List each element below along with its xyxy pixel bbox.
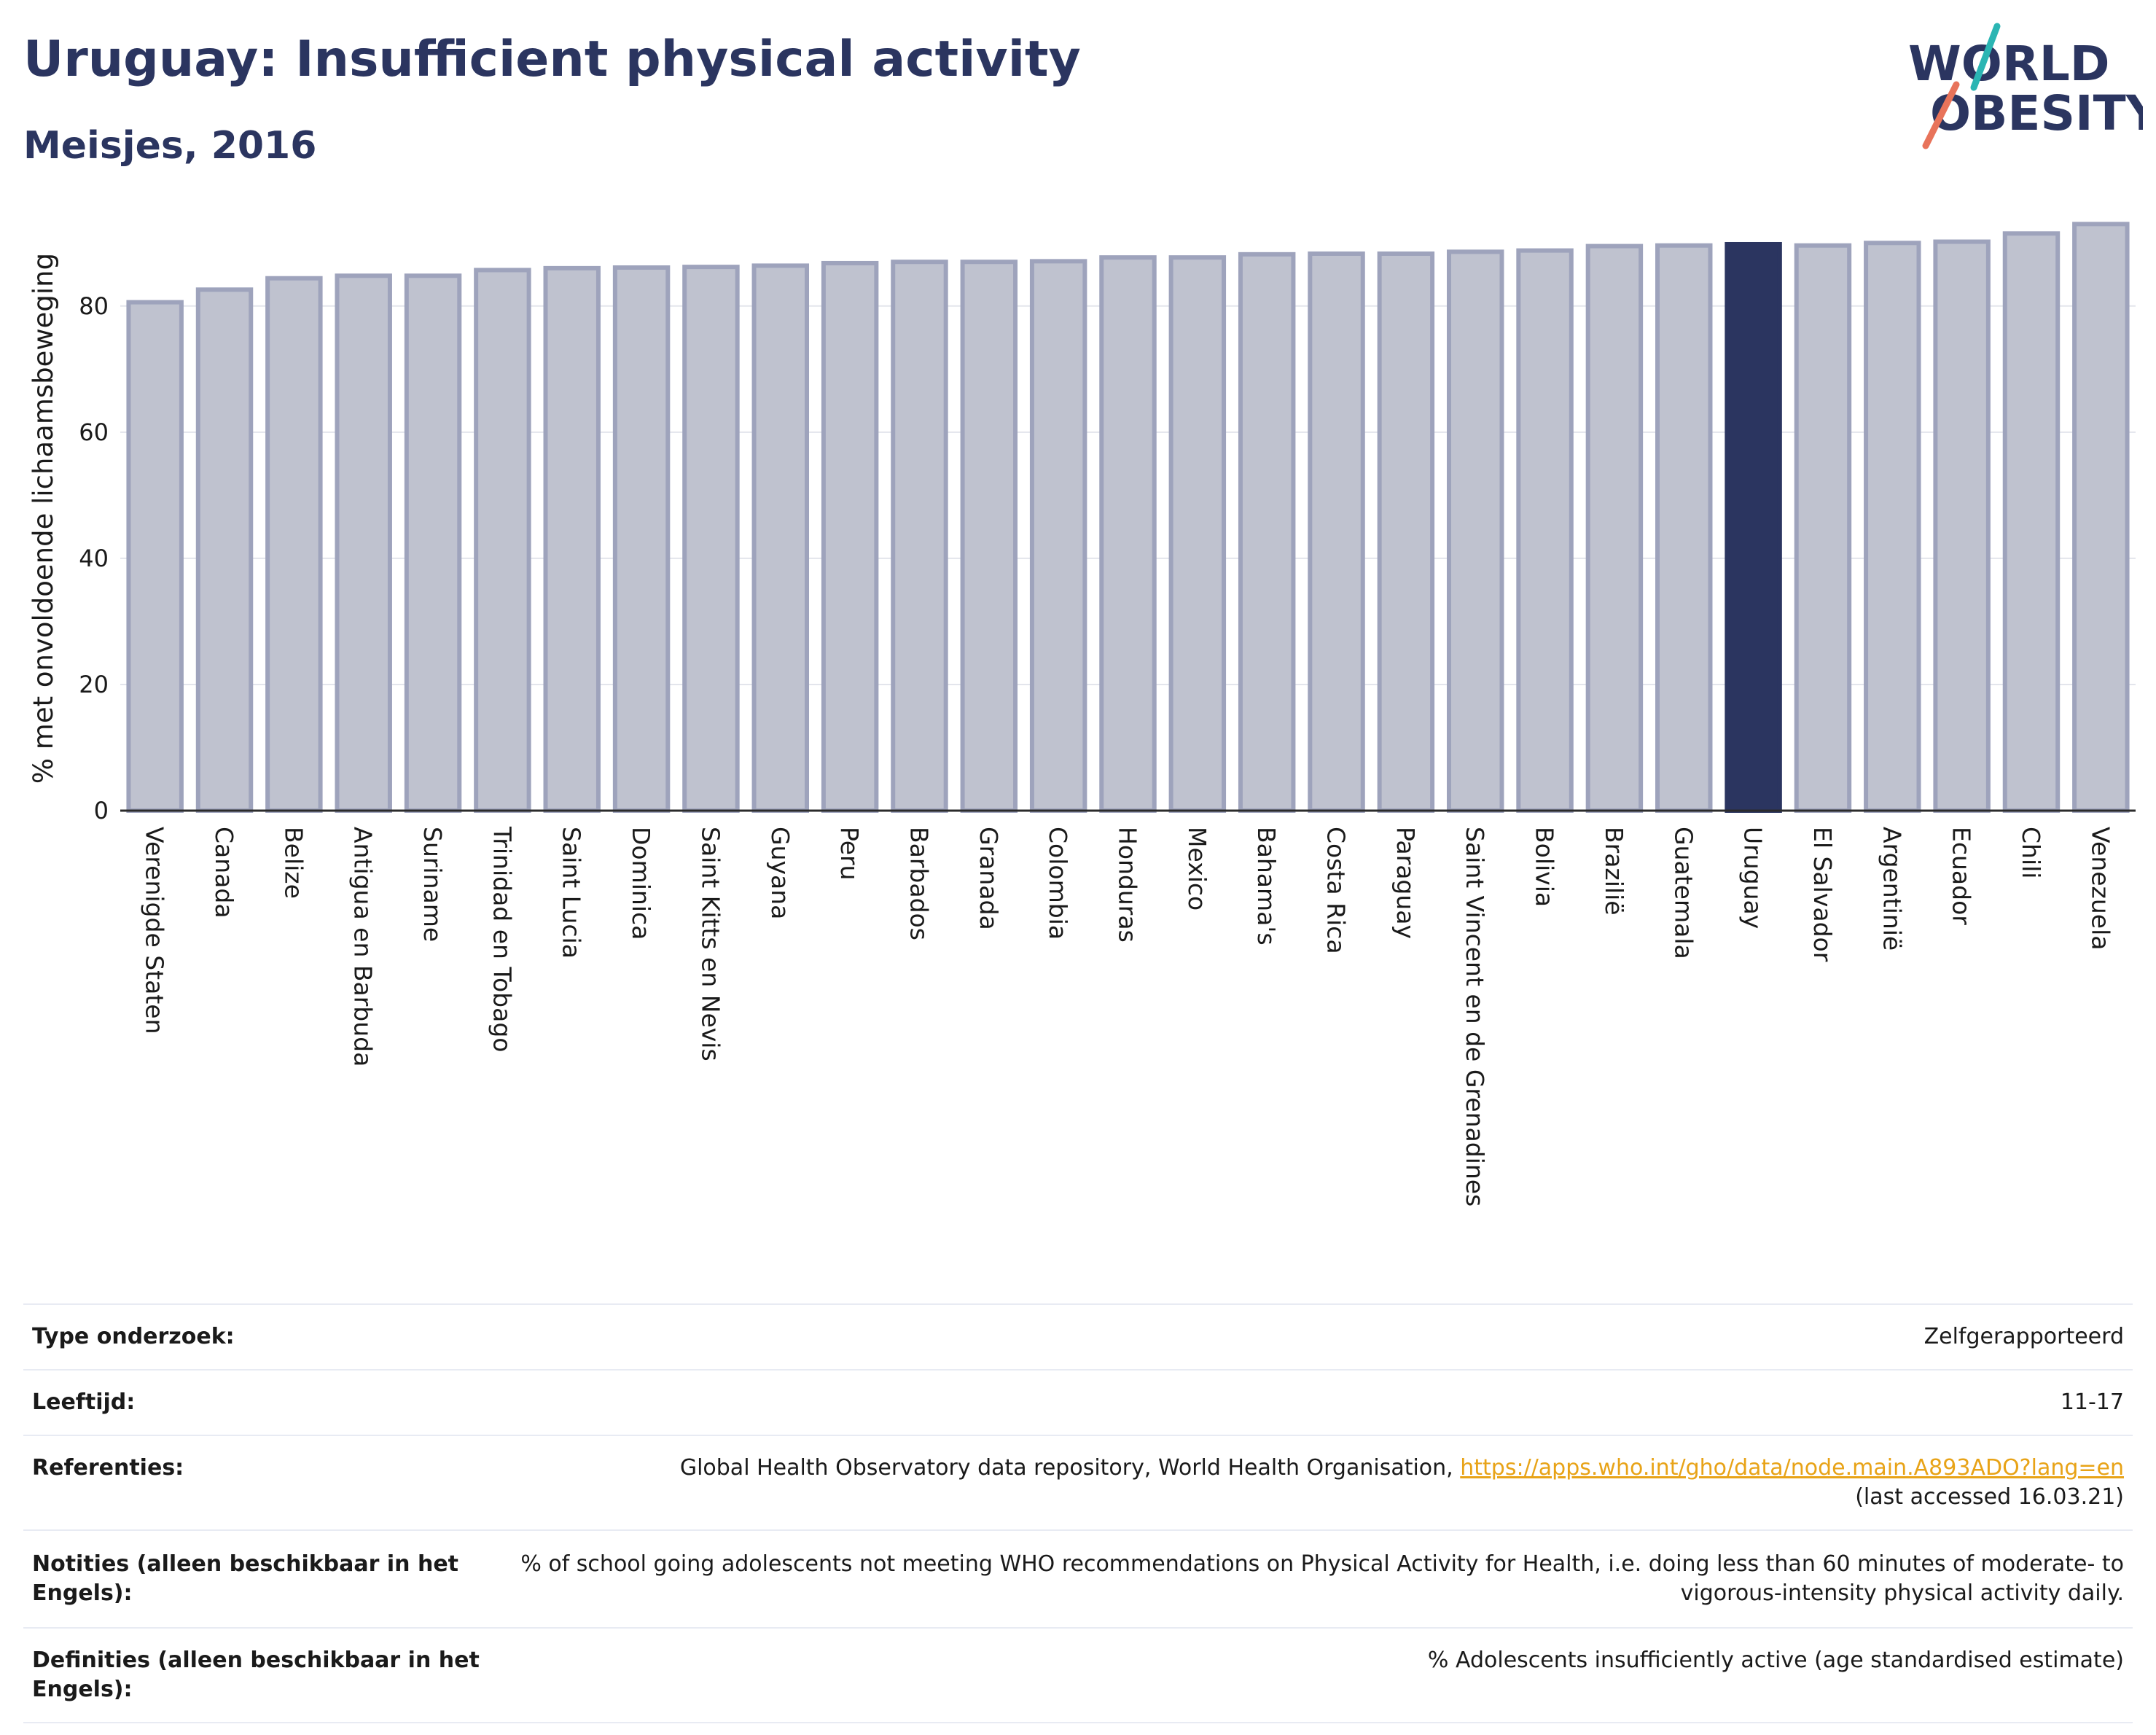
bar bbox=[265, 276, 323, 813]
info-row: Definities (alleen beschikbaar in het En… bbox=[23, 1627, 2133, 1723]
info-value: Zelfgerapporteerd bbox=[507, 1303, 2133, 1370]
info-value-text: % Adolescents insufficiently active (age… bbox=[1427, 1648, 2124, 1673]
logo-slash-coral bbox=[1922, 81, 1960, 149]
bar bbox=[891, 260, 948, 813]
info-value: % Adolescents insufficiently active (age… bbox=[507, 1627, 2133, 1723]
info-row: Notities (alleen beschikbaar in het Enge… bbox=[23, 1529, 2133, 1628]
x-tick-label: Colombia bbox=[1044, 827, 1072, 940]
y-tick-label: 40 bbox=[79, 545, 109, 572]
info-label: Definities (alleen beschikbaar in het En… bbox=[23, 1627, 507, 1723]
bar bbox=[1377, 251, 1435, 813]
bar bbox=[1308, 251, 1365, 813]
bar bbox=[1516, 248, 1574, 813]
x-tick-label: Granada bbox=[975, 827, 1003, 930]
bar bbox=[682, 265, 740, 814]
bar-chart: 0 20 40 60 80 Verenigde Staten Canada Belize An… bbox=[28, 222, 2136, 1206]
page-title: Uruguay: Insufficient physical activity bbox=[23, 31, 1081, 88]
x-tick-label: Ecuador bbox=[1948, 827, 1976, 925]
y-tick-label: 60 bbox=[79, 418, 109, 446]
x-tick-label: Saint Lucia bbox=[558, 827, 586, 959]
info-row: Leeftijd: 11-17 bbox=[23, 1369, 2133, 1435]
y-tick-label: 20 bbox=[79, 671, 109, 698]
bar bbox=[126, 300, 184, 813]
x-tick-label: Trinidad en Tobago bbox=[488, 826, 516, 1053]
bar bbox=[1238, 252, 1296, 813]
x-tick-label: Honduras bbox=[1114, 827, 1142, 943]
bar bbox=[751, 263, 810, 813]
bar bbox=[960, 260, 1018, 813]
info-row: Referenties: Global Health Observatory da… bbox=[23, 1435, 2133, 1530]
logo-text-world: WORLD bbox=[1908, 36, 2110, 92]
x-tick-label: Costa Rica bbox=[1322, 827, 1351, 954]
x-tick-label: Peru bbox=[835, 827, 864, 881]
bar bbox=[1933, 239, 1991, 813]
x-tick-label: Guyana bbox=[766, 827, 794, 919]
reference-link[interactable]: https://apps.who.int/gho/data/node.main.… bbox=[1460, 1455, 2124, 1481]
x-tick-label: Chili bbox=[2017, 827, 2045, 878]
bar bbox=[335, 273, 392, 813]
x-tick-label: El Salvador bbox=[1808, 827, 1837, 962]
bar bbox=[404, 273, 462, 813]
info-value-text: 11-17 bbox=[2060, 1389, 2124, 1415]
x-tick-label: Paraguay bbox=[1391, 827, 1420, 939]
bar bbox=[1029, 259, 1087, 814]
bar bbox=[474, 268, 531, 813]
bar bbox=[1794, 243, 1852, 814]
info-row: Type onderzoek: Zelfgerapporteerd bbox=[23, 1303, 2133, 1370]
bar-highlight bbox=[1725, 241, 1782, 813]
bar bbox=[1099, 255, 1157, 814]
y-axis-title: % met onvoldoende lichaamsbeweging bbox=[28, 253, 59, 784]
x-tick-label: Bahama's bbox=[1252, 827, 1281, 946]
logo-slash-teal bbox=[1970, 23, 2001, 91]
info-label: Referenties: bbox=[23, 1435, 507, 1530]
x-tick-label: Uruguay bbox=[1739, 827, 1768, 929]
info-label: Notities (alleen beschikbaar in het Enge… bbox=[23, 1529, 507, 1628]
bar bbox=[1655, 243, 1713, 814]
x-tick-label: Verenigde Staten bbox=[141, 827, 169, 1034]
logo-text-obesity: OBESITY bbox=[1930, 85, 2143, 141]
bar bbox=[1585, 243, 1644, 813]
bar bbox=[543, 265, 601, 814]
bar bbox=[195, 287, 254, 814]
x-tick-label: Saint Kitts en Nevis bbox=[696, 827, 724, 1061]
info-value-text: Zelfgerapporteerd bbox=[1923, 1324, 2124, 1349]
info-value-text: Global Health Observatory data repositor… bbox=[679, 1455, 1453, 1481]
info-value: % of school going adolescents not meetin… bbox=[507, 1529, 2133, 1628]
x-tick-label: Belize bbox=[279, 827, 308, 899]
info-label: Leeftijd: bbox=[23, 1369, 507, 1435]
x-tick-label: Mexico bbox=[1183, 827, 1211, 911]
bar bbox=[2002, 231, 2061, 813]
x-tick-label: Guatemala bbox=[1669, 827, 1698, 959]
x-axis: Verenigde Staten Canada Belize Antigua en B… bbox=[120, 809, 2136, 1206]
bars bbox=[126, 222, 2130, 814]
x-tick-label: Saint Vincent en de Grenadines bbox=[1461, 827, 1489, 1206]
info-value: Global Health Observatory data repositor… bbox=[507, 1435, 2133, 1530]
bar bbox=[2072, 222, 2130, 814]
page-subtitle: Meisjes, 2016 bbox=[23, 124, 317, 168]
world-obesity-logo: WORLD OBESITY bbox=[1908, 23, 2143, 149]
bar bbox=[1168, 255, 1227, 814]
x-tick-label: Venezuela bbox=[2086, 827, 2114, 950]
bar bbox=[612, 265, 671, 813]
x-tick-label: Barbados bbox=[905, 827, 933, 940]
last-accessed-text: (last accessed 16.03.21) bbox=[1855, 1484, 2124, 1510]
y-tick-label: 0 bbox=[94, 797, 109, 824]
y-axis: 0 20 40 60 80 bbox=[79, 292, 109, 824]
info-value-text: % of school going adolescents not meetin… bbox=[520, 1551, 2124, 1606]
bar bbox=[821, 260, 879, 813]
x-tick-label: Dominica bbox=[627, 827, 655, 940]
y-tick-label: 80 bbox=[79, 292, 109, 320]
info-label: Type onderzoek: bbox=[23, 1303, 507, 1370]
info-value: 11-17 bbox=[507, 1369, 2133, 1435]
bar bbox=[1864, 241, 1921, 813]
x-tick-label: Argentinië bbox=[1878, 827, 1906, 951]
x-tick-label: Bolivia bbox=[1531, 827, 1559, 907]
bar bbox=[1446, 249, 1504, 813]
x-tick-label: Canada bbox=[210, 827, 238, 919]
x-tick-label: Antigua en Barbuda bbox=[349, 827, 378, 1067]
info-table: Type onderzoek: Zelfgerapporteerd Leeftijd… bbox=[23, 1303, 2133, 1723]
x-tick-label: Suriname bbox=[418, 827, 447, 942]
x-tick-label: Brazilië bbox=[1600, 827, 1628, 916]
